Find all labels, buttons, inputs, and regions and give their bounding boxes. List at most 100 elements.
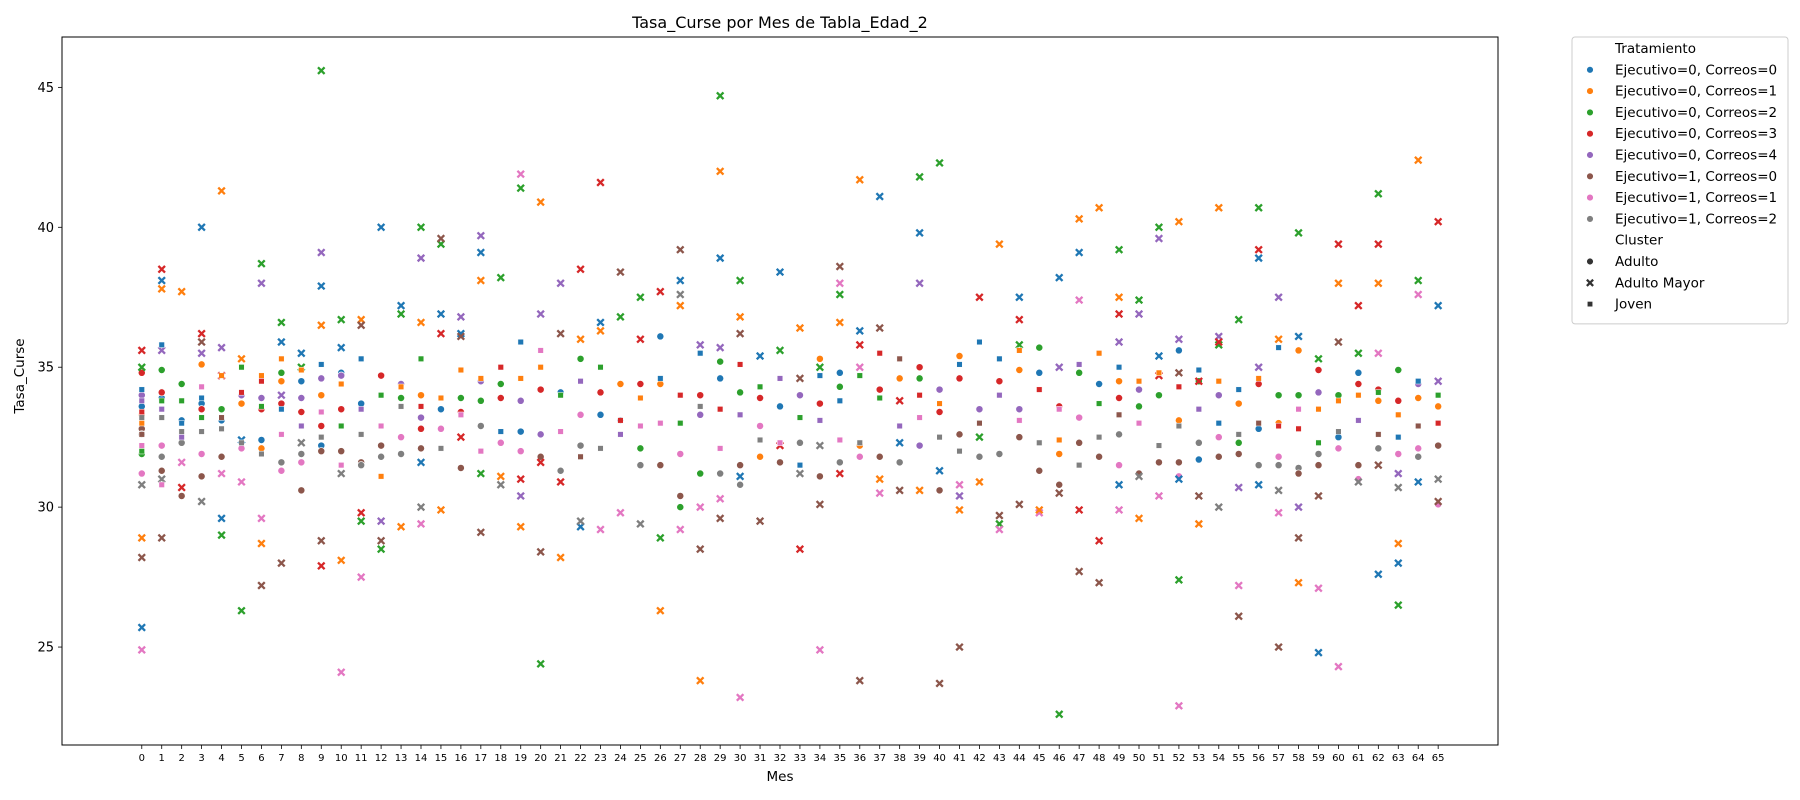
data-point — [1294, 533, 1303, 543]
x-tick-label: 45 — [1033, 753, 1046, 764]
data-point — [735, 276, 745, 285]
data-point — [676, 245, 685, 254]
data-point — [976, 338, 983, 346]
x-tick-label: 17 — [474, 753, 487, 764]
x-tick-label: 27 — [674, 753, 687, 764]
data-point — [576, 265, 585, 274]
data-point — [696, 469, 705, 478]
data-point — [138, 408, 145, 416]
data-point — [955, 352, 964, 360]
data-point — [397, 394, 406, 402]
data-point — [556, 477, 565, 487]
data-point — [157, 475, 166, 484]
x-tick-label: 61 — [1352, 753, 1365, 764]
data-point — [178, 397, 185, 404]
x-tick-label: 57 — [1272, 753, 1285, 764]
data-point — [996, 392, 1003, 399]
data-point — [1294, 228, 1303, 238]
data-point — [1234, 438, 1243, 447]
data-point — [357, 461, 366, 470]
data-point — [217, 186, 226, 196]
x-tick-label: 1 — [159, 753, 165, 764]
data-point — [1155, 369, 1162, 376]
data-point — [1334, 239, 1343, 249]
data-point — [1154, 391, 1163, 400]
data-point — [636, 461, 645, 470]
data-point — [895, 486, 904, 495]
data-point — [955, 642, 964, 652]
data-point — [975, 293, 984, 302]
data-point — [1335, 397, 1342, 404]
legend-item-style: Adulto — [1615, 254, 1658, 270]
data-point — [1254, 461, 1263, 470]
x-tick-label: 21 — [554, 753, 567, 764]
data-point — [1154, 491, 1164, 501]
data-point — [576, 410, 585, 419]
data-point — [137, 623, 146, 632]
data-point — [1374, 189, 1383, 198]
data-point — [815, 399, 824, 408]
data-point — [497, 364, 504, 371]
data-point — [636, 519, 645, 529]
legend-item-hue: Ejecutivo=0, Correos=4 — [1615, 148, 1777, 164]
data-point — [1075, 567, 1084, 576]
data-point — [238, 439, 245, 446]
data-point — [457, 411, 464, 418]
data-point — [1134, 514, 1144, 523]
data-point — [137, 363, 146, 372]
data-point — [717, 406, 724, 413]
data-point — [775, 267, 785, 277]
data-point — [1415, 422, 1422, 430]
data-point — [138, 420, 145, 427]
data-point — [317, 248, 326, 257]
legend-item-style: Joven — [1614, 297, 1652, 313]
data-point — [795, 438, 804, 447]
x-tick-label: 58 — [1292, 753, 1305, 764]
data-point — [596, 178, 605, 187]
data-point — [656, 380, 665, 388]
data-point — [137, 645, 146, 654]
data-point — [1055, 450, 1064, 458]
data-point — [338, 422, 345, 430]
x-tick-label: 23 — [594, 753, 607, 764]
data-point — [556, 466, 565, 475]
data-point — [795, 374, 805, 383]
data-point — [1394, 558, 1403, 568]
data-point — [1374, 461, 1383, 470]
data-point — [1134, 472, 1144, 481]
data-point — [1274, 335, 1283, 344]
data-point — [916, 392, 923, 399]
data-point — [1414, 452, 1423, 461]
data-point — [416, 519, 426, 529]
data-point — [1135, 420, 1143, 427]
data-point — [696, 410, 705, 419]
data-point — [378, 473, 385, 480]
data-point — [696, 391, 705, 400]
x-tick-label: 10 — [335, 753, 348, 764]
data-point — [577, 453, 584, 460]
data-point — [796, 414, 803, 421]
x-tick-label: 9 — [318, 753, 324, 764]
data-point — [1254, 363, 1263, 372]
data-point — [197, 497, 206, 506]
data-point — [436, 309, 446, 319]
x-tick-label: 50 — [1133, 753, 1146, 764]
data-point — [1254, 380, 1263, 388]
x-tick-label: 6 — [258, 753, 264, 764]
data-point — [855, 363, 864, 372]
data-point — [596, 326, 605, 335]
data-point — [197, 329, 206, 338]
data-point — [496, 394, 505, 402]
data-point — [198, 394, 205, 402]
data-point — [497, 428, 504, 435]
data-point — [716, 514, 725, 523]
data-point — [1096, 350, 1103, 357]
data-point — [1114, 309, 1124, 319]
data-point — [416, 223, 426, 232]
data-point — [1414, 477, 1423, 487]
data-point — [137, 402, 146, 411]
data-point — [1274, 461, 1283, 470]
x-tick-label: 55 — [1232, 753, 1245, 764]
data-point — [1154, 223, 1164, 232]
data-point — [736, 480, 745, 489]
